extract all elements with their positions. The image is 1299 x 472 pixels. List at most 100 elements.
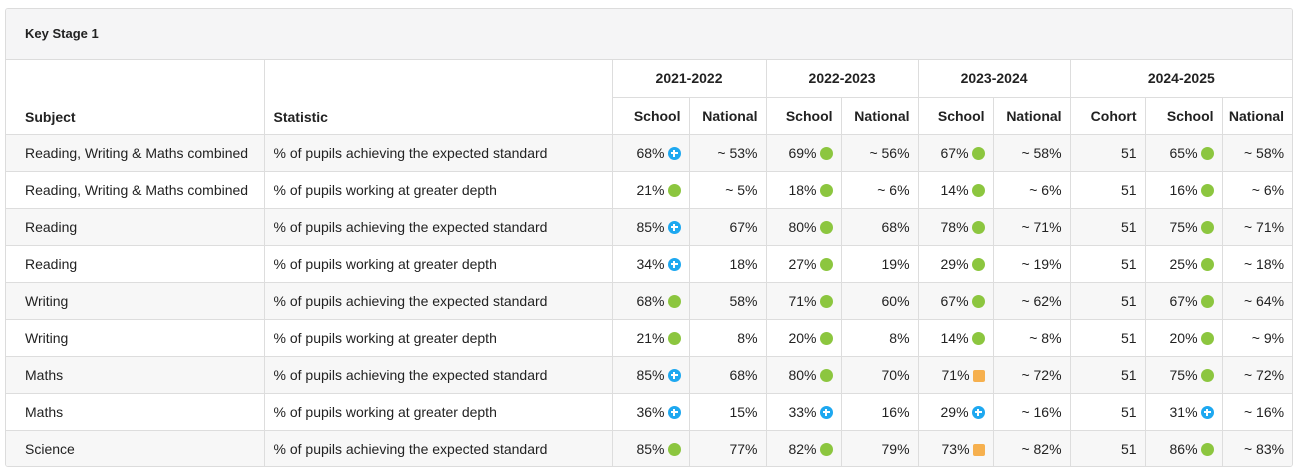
- cohort-cell: 51: [1069, 392, 1146, 431]
- national-cell: 16%: [840, 392, 919, 431]
- statistic-cell: % of pupils working at greater depth: [263, 318, 613, 357]
- school-value: 75%: [1169, 366, 1198, 383]
- green-circle-icon: [1200, 331, 1214, 345]
- blue-plus-circle-icon: [667, 368, 681, 382]
- cohort-cell: 51: [1069, 133, 1146, 172]
- statistic-cell: % of pupils achieving the expected stand…: [263, 207, 613, 246]
- green-circle-icon: [819, 294, 833, 308]
- school-cell: 67%: [917, 133, 994, 172]
- school-cell: 20%: [1144, 318, 1223, 357]
- national-cell: 77%: [688, 429, 767, 466]
- national-cell: 79%: [840, 429, 919, 466]
- table-row: Writing% of pupils achieving the expecte…: [6, 281, 1292, 320]
- school-value: 69%: [788, 144, 817, 161]
- subject-cell: Reading, Writing & Maths combined: [6, 170, 265, 209]
- school-value: 25%: [1169, 255, 1198, 272]
- school-value: 67%: [940, 144, 969, 161]
- school-value: 29%: [940, 403, 969, 420]
- green-circle-icon: [971, 220, 985, 234]
- school-cell: 86%: [1144, 429, 1223, 466]
- school-cell: 36%: [611, 392, 690, 431]
- subject-cell: Reading, Writing & Maths combined: [6, 133, 265, 172]
- green-circle-icon: [1200, 257, 1214, 271]
- school-cell: 21%: [611, 318, 690, 357]
- school-value: 29%: [940, 255, 969, 272]
- national-cell: 19%: [840, 244, 919, 283]
- cohort-cell: 51: [1069, 318, 1146, 357]
- school-value: 80%: [788, 366, 817, 383]
- school-value: 85%: [636, 218, 665, 235]
- cohort-cell: 51: [1069, 170, 1146, 209]
- national-cell: ~ 53%: [688, 133, 767, 172]
- column-header-school: School: [917, 96, 994, 135]
- green-circle-icon: [971, 257, 985, 271]
- school-cell: 68%: [611, 281, 690, 320]
- school-cell: 27%: [765, 244, 842, 283]
- national-cell: ~ 9%: [1221, 318, 1292, 357]
- key-stage-1-panel: Key Stage 1 Subject Statistic 2021-2022 …: [5, 8, 1293, 467]
- school-value: 27%: [788, 255, 817, 272]
- school-cell: 85%: [611, 207, 690, 246]
- school-cell: 31%: [1144, 392, 1223, 431]
- blue-plus-circle-icon: [667, 257, 681, 271]
- school-cell: 65%: [1144, 133, 1223, 172]
- school-cell: 20%: [765, 318, 842, 357]
- school-cell: 16%: [1144, 170, 1223, 209]
- national-cell: 70%: [840, 355, 919, 394]
- school-value: 31%: [1169, 403, 1198, 420]
- results-table: Subject Statistic 2021-2022 2022-2023 20…: [6, 60, 1292, 466]
- column-header-national: National: [840, 96, 919, 135]
- national-cell: ~ 16%: [1221, 392, 1292, 431]
- statistic-cell: % of pupils achieving the expected stand…: [263, 429, 613, 466]
- national-cell: ~ 71%: [1221, 207, 1292, 246]
- national-cell: 18%: [688, 244, 767, 283]
- school-value: 33%: [788, 403, 817, 420]
- statistic-cell: % of pupils achieving the expected stand…: [263, 281, 613, 320]
- school-cell: 67%: [1144, 281, 1223, 320]
- school-value: 82%: [788, 440, 817, 457]
- table-row: Writing% of pupils working at greater de…: [6, 318, 1292, 357]
- green-circle-icon: [1200, 368, 1214, 382]
- school-value: 68%: [636, 144, 665, 161]
- national-cell: 68%: [840, 207, 919, 246]
- school-cell: 75%: [1144, 207, 1223, 246]
- school-cell: 25%: [1144, 244, 1223, 283]
- school-value: 21%: [636, 329, 665, 346]
- green-circle-icon: [819, 442, 833, 456]
- subject-cell: Maths: [6, 355, 265, 394]
- column-header-school: School: [612, 96, 690, 135]
- column-header-year-2024-2025: 2024-2025: [1069, 60, 1292, 98]
- column-header-national: National: [992, 96, 1071, 135]
- green-circle-icon: [667, 183, 681, 197]
- national-cell: ~ 6%: [840, 170, 919, 209]
- green-circle-icon: [819, 368, 833, 382]
- subject-cell: Reading: [6, 244, 265, 283]
- table-row: Maths% of pupils working at greater dept…: [6, 392, 1292, 431]
- school-cell: 71%: [765, 281, 842, 320]
- school-value: 34%: [636, 255, 665, 272]
- national-cell: ~ 71%: [992, 207, 1071, 246]
- national-cell: ~ 83%: [1221, 429, 1292, 466]
- school-cell: 71%: [917, 355, 994, 394]
- statistic-cell: % of pupils achieving the expected stand…: [263, 133, 613, 172]
- table-row: Maths% of pupils achieving the expected …: [6, 355, 1292, 394]
- school-cell: 69%: [765, 133, 842, 172]
- subject-cell: Writing: [6, 318, 265, 357]
- school-cell: 78%: [917, 207, 994, 246]
- green-circle-icon: [667, 331, 681, 345]
- national-cell: ~ 64%: [1221, 281, 1292, 320]
- subject-cell: Writing: [6, 281, 265, 320]
- school-value: 20%: [1169, 329, 1198, 346]
- column-header-cohort: Cohort: [1069, 96, 1146, 135]
- blue-plus-circle-icon: [819, 405, 833, 419]
- column-header-subject: Subject: [6, 60, 265, 135]
- cohort-cell: 51: [1069, 281, 1146, 320]
- green-circle-icon: [819, 146, 833, 160]
- school-value: 14%: [940, 181, 969, 198]
- national-cell: ~ 62%: [992, 281, 1071, 320]
- column-header-statistic: Statistic: [263, 60, 613, 135]
- statistic-cell: % of pupils working at greater depth: [263, 170, 613, 209]
- school-cell: 68%: [611, 133, 690, 172]
- school-cell: 21%: [611, 170, 690, 209]
- school-value: 85%: [636, 366, 665, 383]
